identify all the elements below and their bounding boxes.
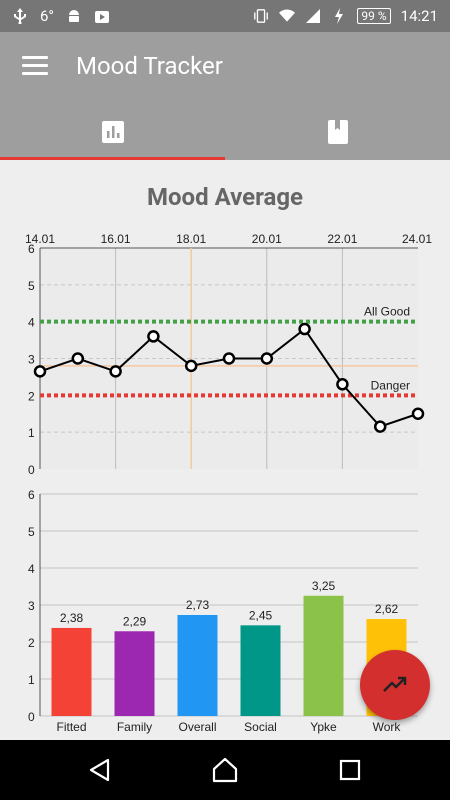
status-bar-left: 6° <box>12 0 110 32</box>
book-icon <box>327 120 348 144</box>
status-bar-right: 99 % 14:21 <box>253 0 438 32</box>
bar-chart-category-label: Social <box>244 720 277 734</box>
line-chart-x-tick: 14.01 <box>25 232 55 246</box>
bar-chart-y-tick: 3 <box>28 599 35 613</box>
bar-chart-bar <box>240 625 281 716</box>
mood-line-chart: 14.01 16.01 18.01 20.01 22.01 24.01 0 1 2 3 4 5 6 All… <box>25 232 432 476</box>
app-bar: Mood Tracker <box>0 32 450 104</box>
bar-chart-y-tick: 0 <box>28 710 35 724</box>
tab-indicator <box>0 157 225 160</box>
line-chart-point <box>184 359 198 373</box>
line-chart-x-tick: 22.01 <box>327 232 357 246</box>
bar-chart-bar <box>114 631 155 716</box>
trend-fab-button[interactable] <box>360 650 430 720</box>
bar-chart-value-label: 3,25 <box>312 579 336 593</box>
signal-icon <box>305 8 321 24</box>
line-chart-point <box>71 352 85 365</box>
recents-button[interactable] <box>335 755 365 785</box>
chart-title: Mood Average <box>147 183 303 211</box>
app-title: Mood Tracker <box>76 52 223 80</box>
back-button[interactable] <box>85 755 115 785</box>
battery-icon: 99 % <box>357 8 391 24</box>
bar-chart-y-tick: 4 <box>28 562 35 576</box>
line-chart-point <box>373 420 387 433</box>
line-chart-point <box>411 407 425 420</box>
clock: 14:21 <box>400 7 438 25</box>
bar-chart-value-label: 2,62 <box>375 602 399 616</box>
play-store-icon <box>94 8 110 24</box>
line-chart-point <box>147 330 160 343</box>
tab-bar <box>0 104 450 160</box>
status-bar: 6° 99 % 14:21 <box>0 0 450 32</box>
line-chart-y-tick: 2 <box>28 389 35 403</box>
line-chart-limit-label: Danger <box>371 378 410 392</box>
vibrate-icon <box>253 8 269 24</box>
line-chart-x-tick: 18.01 <box>176 232 206 246</box>
line-chart-point <box>109 365 122 378</box>
line-chart-y-tick: 4 <box>28 316 35 330</box>
line-chart-point <box>33 365 47 378</box>
tab-statistics[interactable] <box>0 104 225 160</box>
home-icon <box>212 757 238 783</box>
line-chart-y-tick: 1 <box>28 426 35 440</box>
line-chart-limit-label: All Good <box>364 305 410 319</box>
back-icon <box>89 758 110 782</box>
line-chart-point <box>222 352 236 365</box>
line-chart-y-tick: 5 <box>28 279 35 293</box>
bar-chart-category-label: Overall <box>178 720 216 734</box>
line-chart-y-tick: 3 <box>28 353 35 367</box>
bar-chart-value-label: 2,29 <box>123 614 147 628</box>
line-chart-point <box>260 352 274 365</box>
bar-chart-value-label: 2,73 <box>186 598 210 612</box>
android-icon <box>66 8 82 24</box>
bar-chart-bar <box>177 614 218 716</box>
bar-chart-value-label: 2,45 <box>249 608 273 622</box>
bar-chart-category-label: Work <box>373 720 402 734</box>
bar-chart-y-tick: 2 <box>28 636 35 650</box>
tab-journal[interactable] <box>225 104 450 160</box>
navigation-bar <box>0 740 450 800</box>
line-chart-point <box>298 322 311 336</box>
bar-chart-value-label: 2,38 <box>60 611 84 625</box>
line-chart-point <box>336 378 349 391</box>
wifi-icon <box>279 8 296 24</box>
bar-chart-y-tick: 1 <box>28 673 35 687</box>
bar-chart-y-tick: 5 <box>28 525 35 539</box>
bar-chart-bar <box>303 595 344 716</box>
bar-chart-bar <box>51 627 92 716</box>
charging-icon <box>331 8 347 24</box>
line-chart-x-tick: 24.01 <box>402 232 432 246</box>
bar-chart-category-label: Fitted <box>56 720 86 734</box>
hamburger-menu-icon[interactable] <box>22 56 48 78</box>
bar-chart-category-label: Family <box>117 720 152 734</box>
temperature-text: 6° <box>40 7 55 25</box>
line-chart-y-tick: 0 <box>28 463 35 476</box>
line-chart-y-tick: 6 <box>28 242 35 256</box>
home-button[interactable] <box>210 755 240 785</box>
bar-chart-y-tick: 6 <box>28 488 35 502</box>
trending-up-icon <box>383 676 407 692</box>
usb-icon <box>12 8 28 24</box>
bar-chart-category-label: Ypke <box>310 720 337 734</box>
line-chart-x-tick: 20.01 <box>252 232 282 246</box>
recents-icon <box>339 759 361 781</box>
bar-chart-icon <box>101 121 124 143</box>
line-chart-x-tick: 16.01 <box>101 232 131 246</box>
